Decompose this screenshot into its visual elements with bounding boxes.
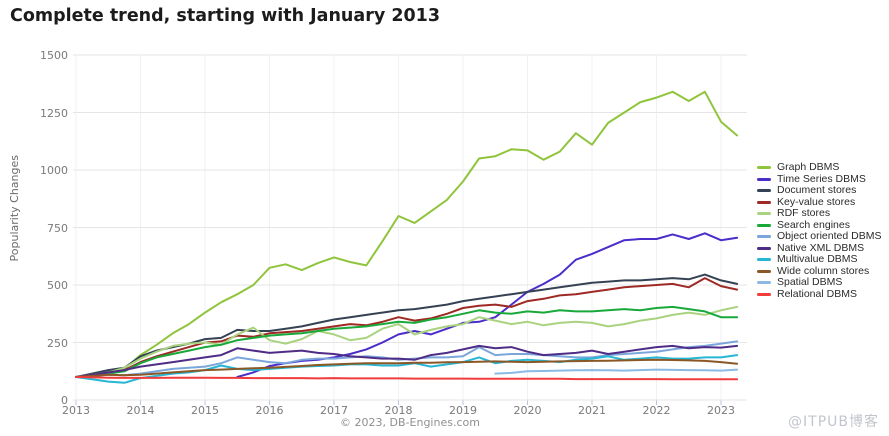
legend-item-wide-column-stores[interactable]: Wide column stores xyxy=(757,264,881,278)
series-line-key-value-stores[interactable] xyxy=(75,277,739,378)
legend-item-key-value-stores[interactable]: Key-value stores xyxy=(757,195,881,209)
chart-title: Complete trend, starting with January 20… xyxy=(10,6,441,26)
legend-item-relational-dbms[interactable]: Relational DBMS xyxy=(757,287,881,301)
legend-item-spatial-dbms[interactable]: Spatial DBMS xyxy=(757,276,881,289)
legend-label-multivalue-dbms: Multivalue DBMS xyxy=(777,253,858,265)
legend-item-graph-dbms[interactable]: Graph DBMS xyxy=(757,161,881,174)
x-tick-label: 2014 xyxy=(126,404,155,417)
watermark-itpub: @ITPUB博客 xyxy=(788,414,879,430)
x-tick-label: 2018 xyxy=(384,404,413,417)
series-line-search-engines[interactable] xyxy=(75,305,739,378)
y-tick-label: 1500 xyxy=(40,49,68,62)
y-tick-label: 0 xyxy=(61,394,68,407)
legend-swatch-relational-dbms xyxy=(757,292,771,296)
series-line-relational-dbms[interactable] xyxy=(75,376,739,381)
legend-item-multivalue-dbms[interactable]: Multivalue DBMS xyxy=(757,253,881,266)
legend-swatch-object-oriented-dbms xyxy=(757,235,771,239)
legend-label-rdf-stores: RDF stores xyxy=(777,207,831,219)
legend-label-native-xml-dbms: Native XML DBMS xyxy=(777,241,865,254)
legend-label-relational-dbms: Relational DBMS xyxy=(777,287,857,300)
y-tick-label: 750 xyxy=(47,221,68,235)
legend-label-graph-dbms: Graph DBMS xyxy=(777,161,840,173)
legend-label-wide-column-stores: Wide column stores xyxy=(777,264,870,277)
series-line-native-xml-dbms[interactable] xyxy=(75,344,739,378)
x-tick-label: 2020 xyxy=(513,404,542,417)
series-line-graph-dbms[interactable] xyxy=(75,90,739,378)
legend-item-native-xml-dbms[interactable]: Native XML DBMS xyxy=(757,241,881,255)
legend-label-search-engines: Search engines xyxy=(777,218,850,231)
legend-swatch-graph-dbms xyxy=(757,166,771,170)
y-tick-label: 1000 xyxy=(40,164,68,177)
legend-label-document-stores: Document stores xyxy=(777,184,857,196)
x-tick-label: 2023 xyxy=(707,404,735,417)
x-tick-label: 2019 xyxy=(449,404,477,417)
x-tick-label: 2021 xyxy=(578,404,606,417)
legend-swatch-spatial-dbms xyxy=(757,281,771,285)
legend-item-rdf-stores[interactable]: RDF stores xyxy=(757,207,881,220)
legend-swatch-multivalue-dbms xyxy=(757,258,771,262)
legend-swatch-document-stores xyxy=(757,189,771,193)
legend-item-object-oriented-dbms[interactable]: Object oriented DBMS xyxy=(757,230,882,243)
series-line-spatial-dbms[interactable] xyxy=(494,368,739,375)
legend-swatch-rdf-stores xyxy=(757,212,771,216)
x-tick-label: 2022 xyxy=(642,404,671,417)
copyright-note: © 2023, DB-Engines.com xyxy=(340,416,480,429)
x-tick-label: 2017 xyxy=(320,404,348,417)
legend-swatch-key-value-stores xyxy=(757,200,771,204)
legend-item-search-engines[interactable]: Search engines xyxy=(757,218,881,232)
x-tick-label: 2015 xyxy=(191,404,219,417)
chart-legend: Graph DBMS Time Series DBMS Document store… xyxy=(757,161,882,301)
legend-item-time-series-dbms[interactable]: Time Series DBMS xyxy=(757,172,881,186)
series-line-wide-column-stores[interactable] xyxy=(75,358,739,378)
y-tick-label: 250 xyxy=(47,336,68,350)
x-tick-label: 2016 xyxy=(255,404,284,417)
legend-swatch-wide-column-stores xyxy=(757,269,771,273)
legend-swatch-search-engines xyxy=(757,223,771,227)
series-line-rdf-stores[interactable] xyxy=(75,305,739,378)
y-tick-label: 1250 xyxy=(40,106,68,120)
x-tick-label: 2013 xyxy=(62,404,90,417)
y-tick-label: 500 xyxy=(47,279,68,292)
legend-label-key-value-stores: Key-value stores xyxy=(777,195,856,208)
legend-label-spatial-dbms: Spatial DBMS xyxy=(777,276,843,288)
legend-label-time-series-dbms: Time Series DBMS xyxy=(777,172,866,185)
legend-swatch-native-xml-dbms xyxy=(757,246,771,250)
legend-item-document-stores[interactable]: Document stores xyxy=(757,184,881,197)
legend-swatch-time-series-dbms xyxy=(757,177,771,181)
legend-label-object-oriented-dbms: Object oriented DBMS xyxy=(777,230,882,242)
